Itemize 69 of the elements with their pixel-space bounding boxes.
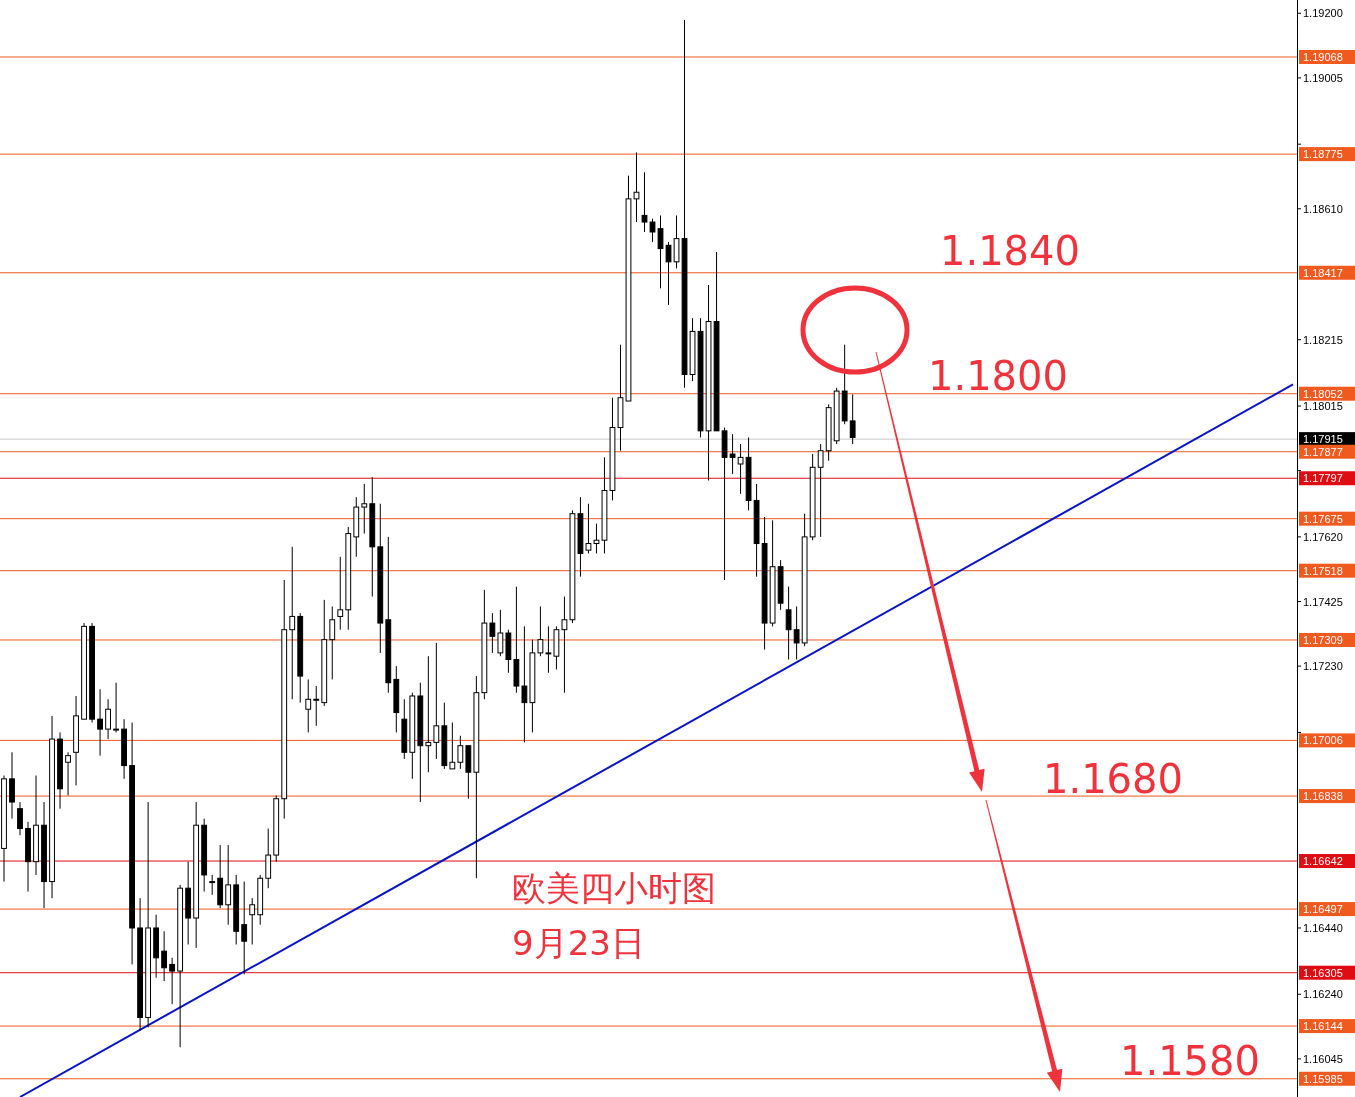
annotation: 1.1800 bbox=[928, 353, 1068, 399]
candlestick bbox=[209, 874, 216, 896]
y-tick-label: 1.17425 bbox=[1303, 595, 1343, 608]
candlestick bbox=[9, 751, 15, 820]
candlestick bbox=[169, 957, 176, 1005]
ref-line-label: 1.17518 bbox=[1303, 564, 1343, 577]
candlestick bbox=[425, 655, 432, 773]
ref-line-label: 1.18052 bbox=[1303, 387, 1343, 400]
y-tick-label: 1.18610 bbox=[1303, 202, 1343, 215]
y-tick-label: 1.18215 bbox=[1303, 333, 1343, 346]
candlestick bbox=[817, 443, 824, 538]
candlestick bbox=[65, 751, 71, 796]
ref-line-label: 1.16642 bbox=[1303, 855, 1343, 868]
candlestick bbox=[161, 930, 168, 982]
annotation: 1.1680 bbox=[1043, 756, 1183, 802]
y-tick-label: 1.18015 bbox=[1303, 399, 1343, 412]
ref-line-label: 1.17915 bbox=[1303, 433, 1343, 446]
y-tick-label: 1.19005 bbox=[1303, 71, 1343, 84]
y-tick-label: 1.16240 bbox=[1303, 988, 1343, 1001]
ref-line-label: 1.17675 bbox=[1303, 512, 1343, 525]
candlestick bbox=[793, 606, 800, 661]
candlestick bbox=[737, 443, 744, 495]
candlestick bbox=[337, 556, 344, 631]
candlestick bbox=[457, 735, 464, 770]
candlestick bbox=[113, 682, 119, 733]
annotation: 9月23日 bbox=[512, 923, 645, 963]
candlestick bbox=[561, 596, 568, 694]
candlestick bbox=[289, 546, 296, 700]
ref-line-label: 1.16144 bbox=[1303, 1020, 1343, 1033]
ref-line-label: 1.16305 bbox=[1303, 966, 1343, 979]
ref-line-label: 1.17877 bbox=[1303, 445, 1343, 458]
candlestick bbox=[433, 642, 440, 760]
y-tick-label: 1.17230 bbox=[1303, 660, 1343, 673]
ref-line-label: 1.17006 bbox=[1303, 734, 1343, 747]
candlestick bbox=[849, 393, 856, 445]
candlestick bbox=[537, 606, 544, 657]
ref-line-label: 1.16497 bbox=[1303, 903, 1343, 916]
candlestick bbox=[225, 844, 232, 926]
candlestick bbox=[305, 678, 312, 733]
candlestick bbox=[489, 612, 496, 654]
ref-line-label: 1.16838 bbox=[1303, 790, 1343, 803]
candlestick bbox=[545, 625, 552, 674]
candlestick bbox=[785, 586, 792, 661]
candlestick bbox=[521, 625, 528, 743]
candlestick bbox=[729, 433, 736, 475]
candlestick bbox=[249, 897, 256, 946]
annotation: 1.1580 bbox=[1120, 1038, 1260, 1084]
candlestick bbox=[265, 828, 272, 889]
candlestick bbox=[449, 722, 456, 770]
y-tick-label: 1.17620 bbox=[1303, 530, 1343, 543]
candlestick bbox=[17, 801, 23, 836]
annotation: 1.1840 bbox=[940, 228, 1080, 274]
candlestick bbox=[361, 483, 368, 535]
y-tick-label: 1.19200 bbox=[1303, 7, 1343, 20]
annotation: 欧美四小时图 bbox=[512, 868, 716, 908]
y-tick-label: 1.16440 bbox=[1303, 921, 1343, 934]
y-tick-label: 1.16045 bbox=[1303, 1052, 1343, 1065]
ref-line-label: 1.18417 bbox=[1303, 266, 1343, 279]
ref-line-label: 1.17309 bbox=[1303, 633, 1343, 646]
ref-line-label: 1.18775 bbox=[1303, 148, 1343, 161]
candlestick bbox=[105, 698, 111, 740]
ref-line-label: 1.15985 bbox=[1303, 1072, 1343, 1085]
candlestick bbox=[497, 609, 504, 657]
candlestick bbox=[241, 881, 248, 975]
ref-line-label: 1.19068 bbox=[1303, 51, 1343, 63]
candlestick bbox=[97, 688, 103, 757]
candlestick bbox=[313, 685, 320, 727]
ref-line-label: 1.17797 bbox=[1303, 472, 1343, 485]
candlestick bbox=[329, 606, 336, 680]
